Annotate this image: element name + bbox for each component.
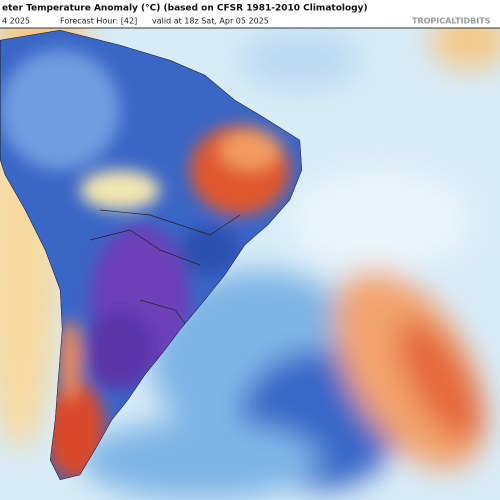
run-date: 4 2025 (2, 17, 30, 26)
header-band (0, 0, 500, 28)
forecast-hour: Forecast Hour: [42] (60, 17, 137, 26)
watermark: TROPICALTIDBITS (412, 17, 491, 26)
valid-time: valid at 18z Sat, Apr 05 2025 (152, 17, 269, 26)
title: eter Temperature Anomaly (°C) (based on … (2, 4, 368, 14)
